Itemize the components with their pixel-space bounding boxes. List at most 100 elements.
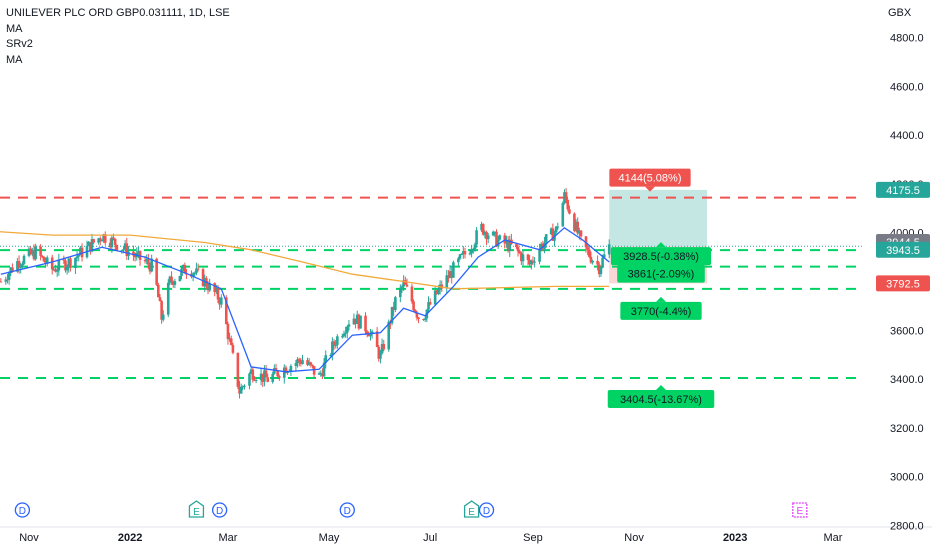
candle-body [367,334,371,337]
price-badge-label: 3943.5 [886,245,920,257]
indicator-ma-slow[interactable]: MA [6,53,23,66]
candle-body [4,279,8,282]
candle-body [115,245,119,251]
candle-body [261,373,265,382]
dividend-event-icon[interactable] [14,502,31,518]
dividend-event-letter: D [483,506,490,517]
level-label-pointer [656,242,666,248]
candle-body [521,254,525,262]
candle-body [468,253,472,255]
candle-body [208,283,211,291]
candle-body [123,243,127,250]
candle-body [370,331,374,334]
candle-body [180,268,183,276]
candle-body [573,213,576,231]
earnings-event-icon[interactable] [463,500,480,518]
candle-body [607,244,611,255]
candle-body [341,336,344,338]
y-tick-label: 3600.0 [890,325,924,337]
candle-body [278,376,281,378]
candle-body [103,234,107,243]
candle-body [243,385,246,387]
y-tick-label: 4400.0 [890,130,924,142]
candle-body [100,240,104,242]
candle-body [160,301,163,320]
level-label-pointer [656,296,666,302]
candle-body [299,361,303,364]
candle-body [170,276,173,282]
dividend-event-icon[interactable] [478,502,495,518]
candle-body [599,267,603,275]
candle-body [168,276,172,283]
candle-body [529,260,533,265]
x-tick-label: Nov [624,532,644,544]
candle-body [544,234,548,243]
candle-body [9,267,13,274]
candle-body [516,247,520,252]
candle-body [137,250,140,253]
y-tick-label: 3000.0 [890,472,924,484]
candle-body [382,344,386,350]
candle-body [415,312,419,318]
candle-body [213,283,216,292]
candle-body [402,280,405,287]
candle-body [399,287,402,298]
candle-body [329,355,333,357]
candle-body [377,347,381,359]
candle-body [556,226,560,228]
upcoming-earnings-icon[interactable] [792,502,808,518]
candle-body [533,261,536,263]
candle-body [520,253,523,262]
earnings-event-letter: E [193,507,200,518]
candle-body [355,314,359,324]
candle-body [498,235,502,240]
candle-body [181,264,185,269]
level-label: 4144(5.08%) [619,173,682,185]
candle-body [157,284,160,298]
candle-body [273,368,276,374]
candle-body [445,275,449,289]
indicator-srv2[interactable]: SRv2 [6,38,33,50]
candle-body [486,235,490,240]
level-label-box [617,264,705,283]
dividend-event-icon[interactable] [211,502,228,518]
candle-body [485,232,488,240]
candle-body [228,338,231,340]
candle-body [254,380,258,382]
candle-body [322,362,326,377]
currency-label: GBX [888,7,912,19]
price-badge [876,275,930,292]
candle-body [311,364,314,367]
candle-body [87,242,90,246]
candle-body [65,266,69,271]
candle-body [32,250,36,260]
candle-body [98,238,102,241]
candle-body [518,251,521,254]
candle-body [365,331,369,335]
candle-body [591,260,594,263]
price-badge-label: 4175.5 [886,185,920,197]
candle-body [352,318,356,325]
x-tick-label: Nov [19,532,39,544]
candle-body [40,255,44,257]
candle-body [481,223,485,235]
upcoming-earnings-letter: E [797,506,804,517]
candle-body [31,250,34,255]
indicator-ma-fast[interactable]: MA [6,22,23,35]
candle-body [219,297,223,305]
candle-body [551,228,555,241]
earnings-event-icon[interactable] [188,500,205,518]
dividend-event-icon[interactable] [339,502,355,518]
candle-body [417,317,420,319]
candle-body [44,261,47,264]
candle-body [579,230,583,237]
candle-body [19,265,23,268]
candle-body [422,318,425,320]
candle-body [319,373,323,375]
level-label: 3861(-2.09%) [628,269,695,281]
symbol-title[interactable]: UNILEVER PLC ORD GBP0.031111, 1D, LSE [6,7,230,19]
price-badge-label: 3792.5 [886,278,920,290]
candle-body [196,268,200,270]
level-label-box [620,301,702,320]
